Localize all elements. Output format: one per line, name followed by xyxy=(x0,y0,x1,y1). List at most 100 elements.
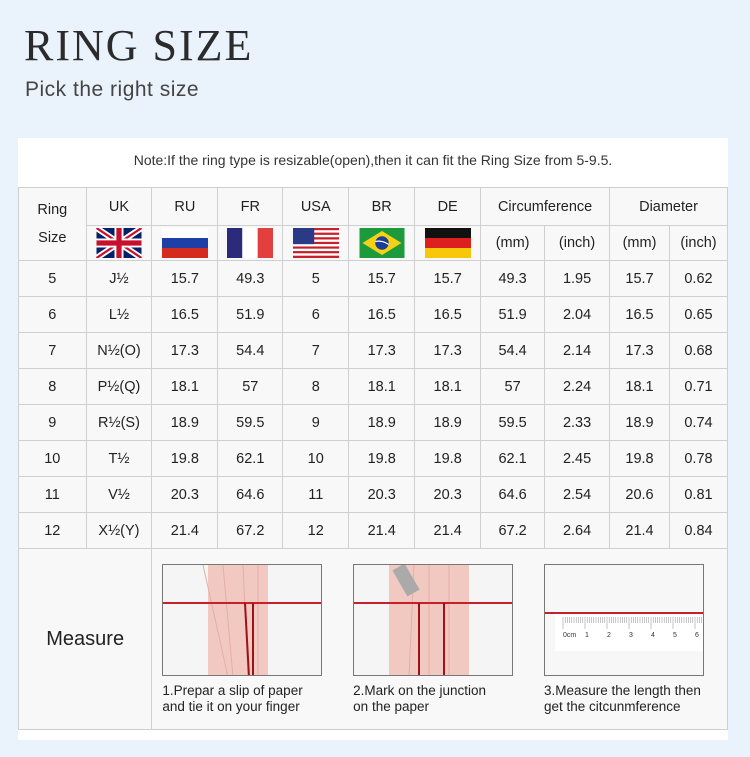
ring-size-cell: 5 xyxy=(18,260,87,297)
circ-mm-cell: 67.2 xyxy=(480,512,546,549)
br-cell: 18.9 xyxy=(348,404,416,441)
header-circumference: Circumference xyxy=(480,187,611,226)
ring-size-table: Ring Size UK RU FR USA BR DE Circumferenc… xyxy=(17,187,729,730)
table-row: 8 P½(Q) 18.1 57 8 18.1 18.1 57 2.24 18.1 0.71 xyxy=(18,368,729,405)
ring-size-cell: 8 xyxy=(18,368,87,405)
de-cell: 21.4 xyxy=(414,512,482,549)
header-ru: RU xyxy=(151,187,219,226)
diam-mm-cell: 18.1 xyxy=(609,368,670,405)
table-row: 5 J½ 15.7 49.3 5 15.7 15.7 49.3 1.95 15.7 0.62 xyxy=(18,260,729,297)
fr-cell: 49.3 xyxy=(217,260,284,297)
ruler-label: 6 xyxy=(695,632,699,639)
page-title: RING SIZE xyxy=(24,21,254,70)
ring-size-cell: 12 xyxy=(18,512,87,549)
header-diameter: Diameter xyxy=(609,187,728,226)
diam-inch-cell: 0.81 xyxy=(668,476,729,513)
table-row: 6 L½ 16.5 51.9 6 16.5 16.5 51.9 2.04 16.5 0.65 xyxy=(18,296,729,333)
brazil-flag-icon xyxy=(359,228,405,258)
table-row: 11 V½ 20.3 64.6 11 20.3 20.3 64.6 2.54 20.6 0.81 xyxy=(18,476,729,513)
ruler-label: 3 xyxy=(629,632,633,639)
measure-label: Measure xyxy=(17,548,153,730)
russia-flag-cell xyxy=(151,225,219,261)
br-cell: 20.3 xyxy=(348,476,416,513)
ring-size-cell: 9 xyxy=(18,404,87,441)
br-cell: 15.7 xyxy=(348,260,416,297)
usa-cell: 8 xyxy=(282,368,350,405)
ru-cell: 19.8 xyxy=(151,440,219,477)
br-cell: 18.1 xyxy=(348,368,416,405)
diam-inch-cell: 0.62 xyxy=(668,260,729,297)
circ-inch-cell: 2.64 xyxy=(544,512,611,549)
step-2: 2.Mark on the junction on the paper xyxy=(353,563,528,715)
diam-mm-cell: 16.5 xyxy=(609,296,670,333)
header-uk: UK xyxy=(85,187,153,226)
ruler-label: 0cm xyxy=(563,632,576,639)
diam-inch-cell: 0.74 xyxy=(668,404,729,441)
ruler-label: 4 xyxy=(651,632,655,639)
diam-mm-cell: 21.4 xyxy=(609,512,670,549)
uk-cell: X½(Y) xyxy=(85,512,153,549)
circ-mm-cell: 57 xyxy=(480,368,546,405)
circ-inch-cell: 2.24 xyxy=(544,368,611,405)
germany-flag-cell xyxy=(414,225,482,261)
size-label: Size xyxy=(38,230,67,246)
circ-mm-cell: 64.6 xyxy=(480,476,546,513)
finger-tie-photo xyxy=(162,563,323,676)
diam-inch-cell: 0.84 xyxy=(668,512,729,549)
fr-cell: 64.6 xyxy=(217,476,284,513)
mark-junction-photo xyxy=(353,563,514,676)
circ-inch-cell: 2.54 xyxy=(544,476,611,513)
ring-size-header: Ring Size xyxy=(18,187,87,261)
fr-cell: 57 xyxy=(217,368,284,405)
ring-size-cell: 6 xyxy=(18,296,87,333)
measure-steps: 1.Prepar a slip of paper and tie it on yo… xyxy=(151,548,728,730)
table-row: 7 N½(O) 17.3 54.4 7 17.3 17.3 54.4 2.14 17.3 0.68 xyxy=(18,332,729,369)
diam-mm-cell: 20.6 xyxy=(609,476,670,513)
uk-cell: N½(O) xyxy=(85,332,153,369)
usa-cell: 12 xyxy=(282,512,350,549)
ring-size-cell: 10 xyxy=(18,440,87,477)
usa-flag-cell xyxy=(282,225,350,261)
header-br: BR xyxy=(348,187,416,226)
de-cell: 15.7 xyxy=(414,260,482,297)
circ-mm-cell: 59.5 xyxy=(480,404,546,441)
resizable-note: Note:If the ring type is resizable(open)… xyxy=(133,152,613,168)
fr-cell: 67.2 xyxy=(217,512,284,549)
header-fr: FR xyxy=(217,187,284,226)
diam-inch-cell: 0.71 xyxy=(668,368,729,405)
circ-mm-cell: 51.9 xyxy=(480,296,546,333)
diam-mm-header: (mm) xyxy=(609,225,670,261)
de-cell: 18.9 xyxy=(414,404,482,441)
germany-flag-icon xyxy=(424,228,471,258)
ru-cell: 17.3 xyxy=(151,332,219,369)
br-cell: 17.3 xyxy=(348,332,416,369)
uk-cell: P½(Q) xyxy=(85,368,153,405)
ring-label: Ring xyxy=(37,202,68,218)
size-chart-panel: Note:If the ring type is resizable(open)… xyxy=(17,138,729,740)
russia-flag-icon xyxy=(161,228,208,258)
ru-cell: 18.9 xyxy=(151,404,219,441)
step-3: 0cm 1 2 3 4 5 6 3.Measure the length then get t… xyxy=(543,563,719,715)
circ-inch-cell: 1.95 xyxy=(544,260,611,297)
ru-cell: 21.4 xyxy=(151,512,219,549)
step-2-caption-line2: on the paper xyxy=(353,698,429,714)
usa-cell: 9 xyxy=(282,404,350,441)
france-flag-cell xyxy=(217,225,284,261)
circ-inch-header: (inch) xyxy=(544,225,611,261)
ruler-label: 2 xyxy=(607,632,611,639)
br-cell: 16.5 xyxy=(348,296,416,333)
france-flag-icon xyxy=(227,228,274,258)
ru-cell: 18.1 xyxy=(151,368,219,405)
diam-inch-header: (inch) xyxy=(668,225,729,261)
de-cell: 16.5 xyxy=(414,296,482,333)
diam-mm-cell: 19.8 xyxy=(609,440,670,477)
step-1: 1.Prepar a slip of paper and tie it on yo… xyxy=(162,563,337,715)
page-subtitle: Pick the right size xyxy=(25,78,200,101)
ru-cell: 15.7 xyxy=(151,260,219,297)
ruler-label: 5 xyxy=(673,632,677,639)
ru-cell: 20.3 xyxy=(151,476,219,513)
brazil-flag-cell xyxy=(348,225,416,261)
de-cell: 19.8 xyxy=(414,440,482,477)
ring-size-cell: 7 xyxy=(18,332,87,369)
fr-cell: 54.4 xyxy=(217,332,284,369)
